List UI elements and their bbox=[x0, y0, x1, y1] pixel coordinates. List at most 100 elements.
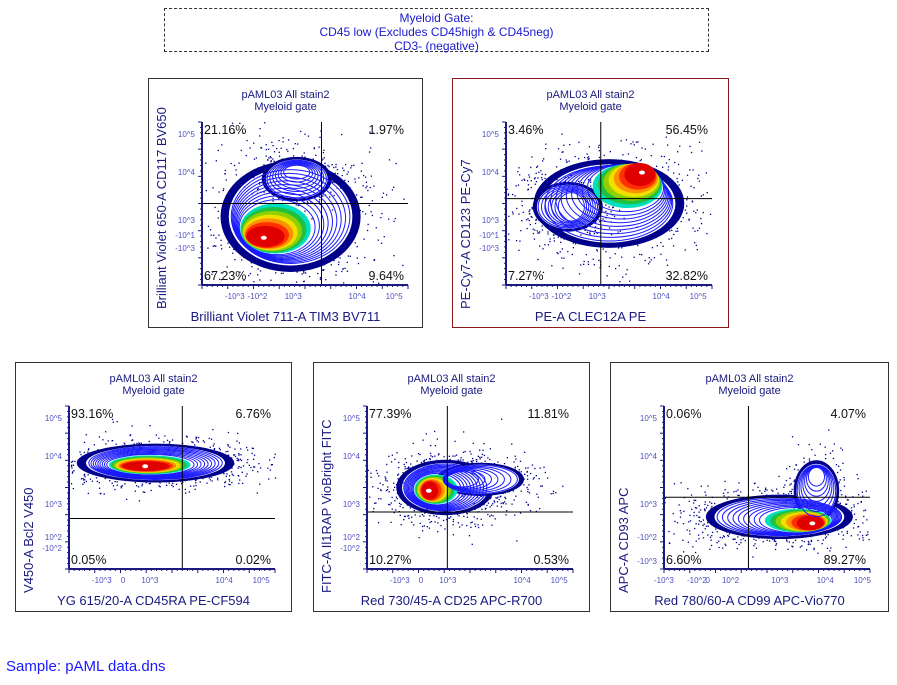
event-dot bbox=[356, 194, 358, 196]
quadrant-upper-right-pct: 56.45% bbox=[665, 123, 708, 137]
event-dot bbox=[457, 522, 459, 524]
event-dot bbox=[381, 212, 383, 215]
flow-plot-panel[interactable]: pAML03 All stain2 Myeloid gate PE-A CLEC12… bbox=[452, 78, 729, 328]
event-dot bbox=[474, 523, 476, 525]
event-dot bbox=[519, 460, 522, 462]
event-dot bbox=[584, 229, 586, 232]
event-dot bbox=[705, 172, 707, 174]
event-dot bbox=[492, 503, 494, 505]
x-tick-label: 10^5 bbox=[689, 292, 707, 301]
event-dot bbox=[598, 156, 601, 159]
event-dot bbox=[504, 501, 506, 503]
event-dot bbox=[405, 461, 408, 464]
event-dot bbox=[633, 256, 635, 258]
event-dot bbox=[541, 178, 543, 181]
event-dot bbox=[698, 174, 700, 176]
event-dot bbox=[410, 463, 412, 465]
event-dot bbox=[665, 259, 668, 261]
event-dot bbox=[360, 196, 362, 198]
event-dot bbox=[104, 477, 106, 480]
flow-plot-panel[interactable]: pAML03 All stain2 Myeloid gate Red 730/45-… bbox=[313, 362, 590, 612]
event-dot bbox=[648, 257, 650, 259]
event-dot bbox=[335, 163, 337, 166]
event-dot bbox=[87, 449, 90, 451]
event-dot bbox=[349, 187, 351, 189]
event-dot bbox=[212, 429, 214, 431]
event-dot bbox=[526, 180, 529, 182]
event-dot bbox=[237, 432, 239, 435]
event-dot bbox=[318, 196, 321, 198]
event-dot bbox=[197, 436, 200, 439]
event-dot bbox=[521, 220, 523, 222]
event-dot bbox=[504, 496, 506, 498]
event-dot bbox=[196, 440, 198, 442]
event-dot bbox=[394, 217, 396, 220]
event-dot bbox=[265, 144, 267, 146]
x-tick-label: 10^3 bbox=[141, 576, 159, 585]
flow-plot-panel[interactable]: pAML03 All stain2 Myeloid gate YG 615/20-A… bbox=[15, 362, 292, 612]
event-dot bbox=[330, 264, 332, 266]
event-dot bbox=[502, 502, 504, 504]
event-dot bbox=[346, 270, 349, 272]
event-dot bbox=[532, 228, 534, 230]
plot-title: pAML03 All stain2 bbox=[109, 373, 198, 385]
event-dot bbox=[626, 269, 628, 271]
event-dot bbox=[527, 478, 529, 480]
event-dot bbox=[234, 455, 237, 458]
event-dot bbox=[416, 460, 418, 462]
event-dot bbox=[296, 201, 298, 203]
event-dot bbox=[470, 453, 472, 455]
event-dot bbox=[259, 135, 261, 137]
event-dot bbox=[429, 521, 431, 524]
y-axis-label: V450-A Bcl2 V450 bbox=[21, 487, 36, 593]
event-dot bbox=[268, 478, 270, 480]
event-dot bbox=[402, 482, 404, 484]
event-dot bbox=[594, 226, 597, 228]
event-dot bbox=[527, 218, 529, 220]
event-dot bbox=[395, 509, 397, 511]
event-dot bbox=[402, 264, 404, 267]
event-dot bbox=[71, 467, 73, 469]
event-dot bbox=[194, 479, 197, 482]
event-dot bbox=[367, 469, 369, 472]
event-dot bbox=[372, 486, 374, 488]
event-dot bbox=[335, 166, 337, 168]
quadrant-lower-right-pct: 9.64% bbox=[368, 269, 404, 283]
event-dot bbox=[511, 503, 513, 505]
event-dot bbox=[497, 496, 499, 498]
flow-plot-panel[interactable]: pAML03 All stain2 Myeloid gate Brilliant V… bbox=[148, 78, 423, 328]
event-dot bbox=[89, 478, 92, 480]
event-dot bbox=[301, 155, 303, 157]
event-dot bbox=[136, 485, 138, 487]
event-dot bbox=[513, 461, 515, 463]
event-dot bbox=[542, 248, 544, 250]
event-dot bbox=[98, 482, 100, 484]
event-dot bbox=[205, 277, 207, 279]
event-dot bbox=[589, 232, 591, 234]
contour-level bbox=[277, 163, 316, 186]
event-dot bbox=[333, 166, 335, 169]
event-dot bbox=[231, 467, 233, 469]
event-dot bbox=[349, 255, 351, 257]
contour-level bbox=[106, 453, 195, 476]
event-dot bbox=[93, 444, 95, 446]
quadrant-lower-right-pct: 0.02% bbox=[235, 553, 271, 567]
event-dot bbox=[369, 496, 371, 498]
event-dot bbox=[372, 132, 374, 134]
event-dot bbox=[702, 194, 704, 196]
event-dot bbox=[470, 522, 472, 524]
event-dot bbox=[587, 263, 590, 265]
event-dot bbox=[650, 259, 652, 261]
event-dot bbox=[487, 457, 489, 459]
contour-level bbox=[409, 469, 472, 508]
event-dot bbox=[88, 448, 90, 450]
event-dot bbox=[386, 194, 388, 196]
event-dot bbox=[521, 200, 523, 202]
event-dot bbox=[257, 471, 259, 473]
event-dot bbox=[169, 441, 171, 443]
event-dot bbox=[590, 181, 592, 183]
event-dot bbox=[420, 461, 423, 464]
event-dot bbox=[450, 516, 452, 518]
event-dot bbox=[583, 260, 585, 263]
event-dot bbox=[587, 179, 590, 181]
